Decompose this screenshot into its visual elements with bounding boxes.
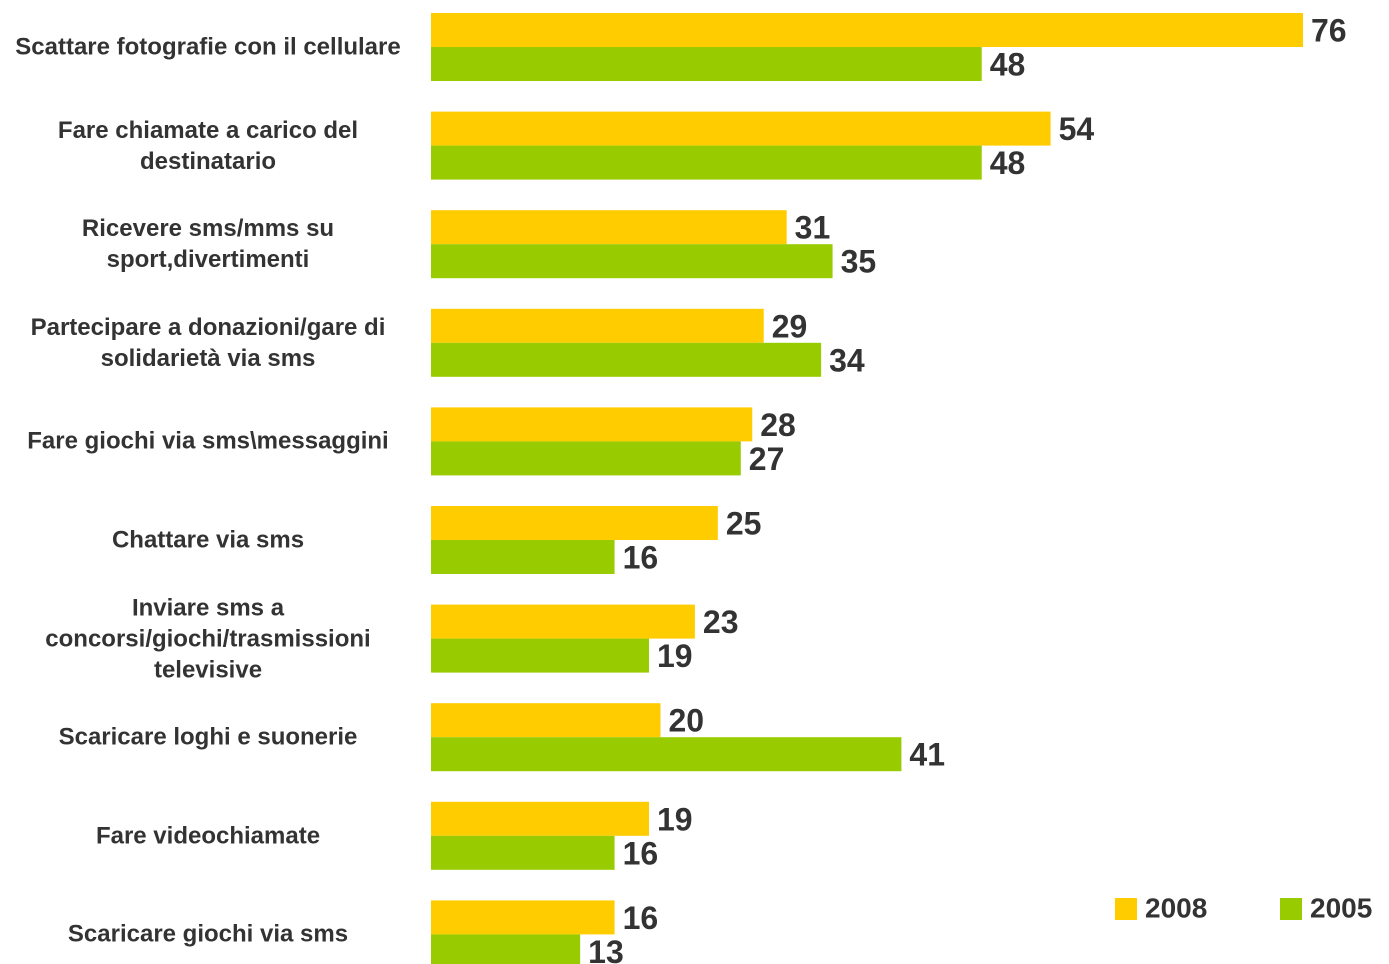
- category-label: Inviare sms a concorsi/giochi/trasmissio…: [45, 594, 371, 684]
- bar: [431, 934, 581, 964]
- bar: [431, 13, 1303, 47]
- bar: [431, 47, 982, 81]
- value-label: 20: [668, 703, 704, 739]
- category-label: Ricevere sms/mms su sport,divertimenti: [81, 215, 335, 274]
- category-label: Fare videochiamate: [95, 822, 321, 850]
- bar: [431, 703, 661, 738]
- bar: [431, 244, 833, 279]
- bar: [431, 210, 787, 245]
- category-label: Scaricare loghi e suonerie: [58, 723, 358, 751]
- legend-label: 2008: [1145, 892, 1207, 923]
- value-label: 19: [657, 638, 693, 674]
- bar: [431, 540, 615, 574]
- bar: [431, 441, 741, 476]
- value-label: 13: [588, 934, 624, 964]
- category-label: Partecipare a donazioni/gare di solidari…: [30, 313, 386, 372]
- value-label: 41: [909, 737, 945, 773]
- value-label: 35: [841, 244, 877, 280]
- bar: [431, 342, 822, 377]
- bar: [431, 604, 695, 639]
- value-label: 48: [990, 46, 1026, 82]
- value-label: 29: [772, 308, 808, 344]
- value-label: 25: [726, 505, 762, 541]
- bar: [431, 111, 1051, 146]
- bar: [431, 145, 982, 180]
- bar: [431, 407, 753, 442]
- bar: [431, 506, 718, 540]
- value-label: 34: [829, 342, 865, 378]
- category-label: Fare chiamate a carico del destinatario: [57, 116, 359, 175]
- legend-swatch: [1115, 898, 1137, 920]
- value-label: 28: [760, 407, 796, 443]
- bar: [431, 638, 649, 673]
- value-label: 31: [795, 210, 831, 246]
- category-label: Fare giochi via sms\messaggini: [27, 427, 389, 455]
- category-label: Scattare fotografie con il cellulare: [15, 33, 401, 61]
- value-label: 19: [657, 801, 693, 837]
- value-label: 27: [749, 441, 785, 477]
- category-label: Scaricare giochi via sms: [67, 920, 349, 948]
- value-label: 54: [1059, 111, 1095, 147]
- legend-swatch: [1280, 898, 1302, 920]
- bar: [431, 900, 615, 935]
- value-label: 23: [703, 604, 739, 640]
- category-label: Chattare via sms: [111, 526, 305, 554]
- bar: [431, 835, 615, 870]
- value-label: 16: [623, 900, 659, 936]
- bar: [431, 737, 902, 772]
- value-label: 48: [990, 145, 1026, 181]
- bar: [431, 308, 764, 343]
- legend-label: 2005: [1310, 892, 1372, 923]
- value-label: 16: [623, 539, 659, 575]
- value-label: 16: [623, 835, 659, 871]
- bar: [431, 801, 649, 836]
- value-label: 76: [1311, 12, 1347, 48]
